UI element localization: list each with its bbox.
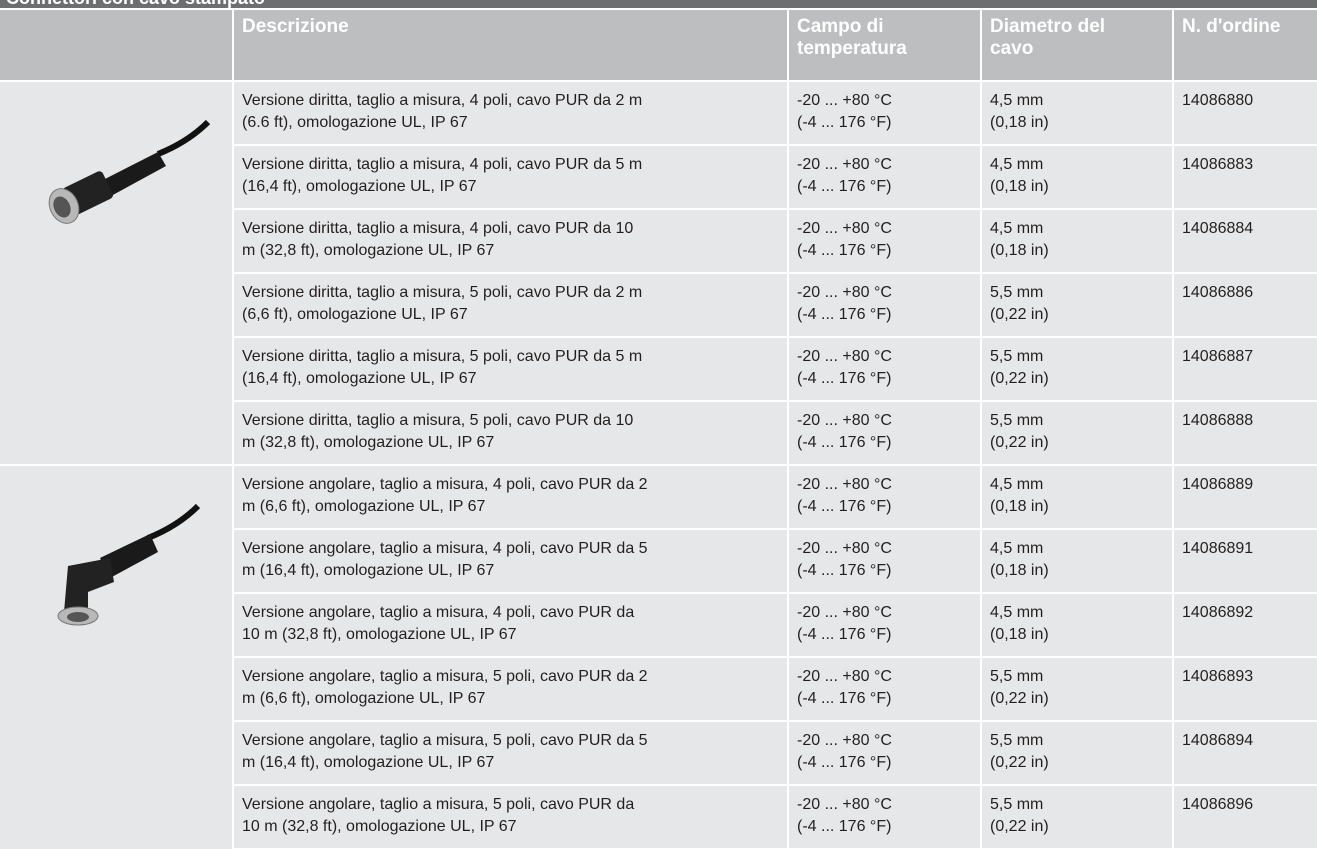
table-cell: Versione angolare, taglio a misura, 5 po… <box>234 658 787 720</box>
table-cell: Versione diritta, taglio a misura, 5 pol… <box>234 402 787 464</box>
table-cell: 14086896 <box>1174 786 1317 848</box>
table-cell: Versione diritta, taglio a misura, 4 pol… <box>234 210 787 272</box>
table-cell: 14086883 <box>1174 146 1317 208</box>
image-cell <box>0 82 232 464</box>
table-cell: 5,5 mm (0,22 in) <box>982 274 1172 336</box>
header-cell: N. d'ordine <box>1174 10 1317 80</box>
table-cell: 5,5 mm (0,22 in) <box>982 658 1172 720</box>
table-cell: 14086880 <box>1174 82 1317 144</box>
table-cell: 4,5 mm (0,18 in) <box>982 594 1172 656</box>
image-cell <box>0 466 232 849</box>
table-title: Connettori con cavo stampato <box>6 0 265 8</box>
header-cell: Descrizione <box>234 10 787 80</box>
table-cell: 5,5 mm (0,22 in) <box>982 338 1172 400</box>
table-cell: -20 ... +80 °C (-4 ... 176 °F) <box>789 146 980 208</box>
table-cell: -20 ... +80 °C (-4 ... 176 °F) <box>789 466 980 528</box>
table-cell: -20 ... +80 °C (-4 ... 176 °F) <box>789 530 980 592</box>
table-cell: -20 ... +80 °C (-4 ... 176 °F) <box>789 594 980 656</box>
table-cell: 4,5 mm (0,18 in) <box>982 530 1172 592</box>
table-cell: -20 ... +80 °C (-4 ... 176 °F) <box>789 722 980 784</box>
header-cell: Diametro del cavo <box>982 10 1172 80</box>
table-cell: Versione diritta, taglio a misura, 5 pol… <box>234 274 787 336</box>
table-cell: 4,5 mm (0,18 in) <box>982 146 1172 208</box>
table-cell: -20 ... +80 °C (-4 ... 176 °F) <box>789 786 980 848</box>
straight-connector-image <box>48 119 211 224</box>
table-cell: Versione angolare, taglio a misura, 4 po… <box>234 466 787 528</box>
table-cell: 14086884 <box>1174 210 1317 272</box>
table-cell: 14086889 <box>1174 466 1317 528</box>
header-image-cell <box>0 10 232 80</box>
table-cell: 4,5 mm (0,18 in) <box>982 210 1172 272</box>
table-cell: Versione diritta, taglio a misura, 4 pol… <box>234 82 787 144</box>
angled-connector-image <box>57 503 201 626</box>
table-cell: Versione angolare, taglio a misura, 5 po… <box>234 786 787 848</box>
table-cell: -20 ... +80 °C (-4 ... 176 °F) <box>789 274 980 336</box>
table-cell: Versione angolare, taglio a misura, 4 po… <box>234 530 787 592</box>
table-cell: -20 ... +80 °C (-4 ... 176 °F) <box>789 658 980 720</box>
table-cell: 14086893 <box>1174 658 1317 720</box>
table-cell: Versione angolare, taglio a misura, 4 po… <box>234 594 787 656</box>
table-cell: Versione diritta, taglio a misura, 4 pol… <box>234 146 787 208</box>
table-cell: 5,5 mm (0,22 in) <box>982 402 1172 464</box>
table-cell: 14086888 <box>1174 402 1317 464</box>
table-cell: 4,5 mm (0,18 in) <box>982 82 1172 144</box>
table-cell: -20 ... +80 °C (-4 ... 176 °F) <box>789 210 980 272</box>
table-cell: 14086887 <box>1174 338 1317 400</box>
title-bar: Connettori con cavo stampato <box>0 0 1317 8</box>
table-cell: -20 ... +80 °C (-4 ... 176 °F) <box>789 338 980 400</box>
table-cell: Versione diritta, taglio a misura, 5 pol… <box>234 338 787 400</box>
table-cell: 14086892 <box>1174 594 1317 656</box>
table-cell: 14086886 <box>1174 274 1317 336</box>
table-cell: 14086891 <box>1174 530 1317 592</box>
table-cell: -20 ... +80 °C (-4 ... 176 °F) <box>789 82 980 144</box>
table-cell: 14086894 <box>1174 722 1317 784</box>
table-cell: 5,5 mm (0,22 in) <box>982 786 1172 848</box>
header-cell: Campo di temperatura <box>789 10 980 80</box>
table-cell: 5,5 mm (0,22 in) <box>982 722 1172 784</box>
table-cell: Versione angolare, taglio a misura, 5 po… <box>234 722 787 784</box>
table-cell: 4,5 mm (0,18 in) <box>982 466 1172 528</box>
table-cell: -20 ... +80 °C (-4 ... 176 °F) <box>789 402 980 464</box>
